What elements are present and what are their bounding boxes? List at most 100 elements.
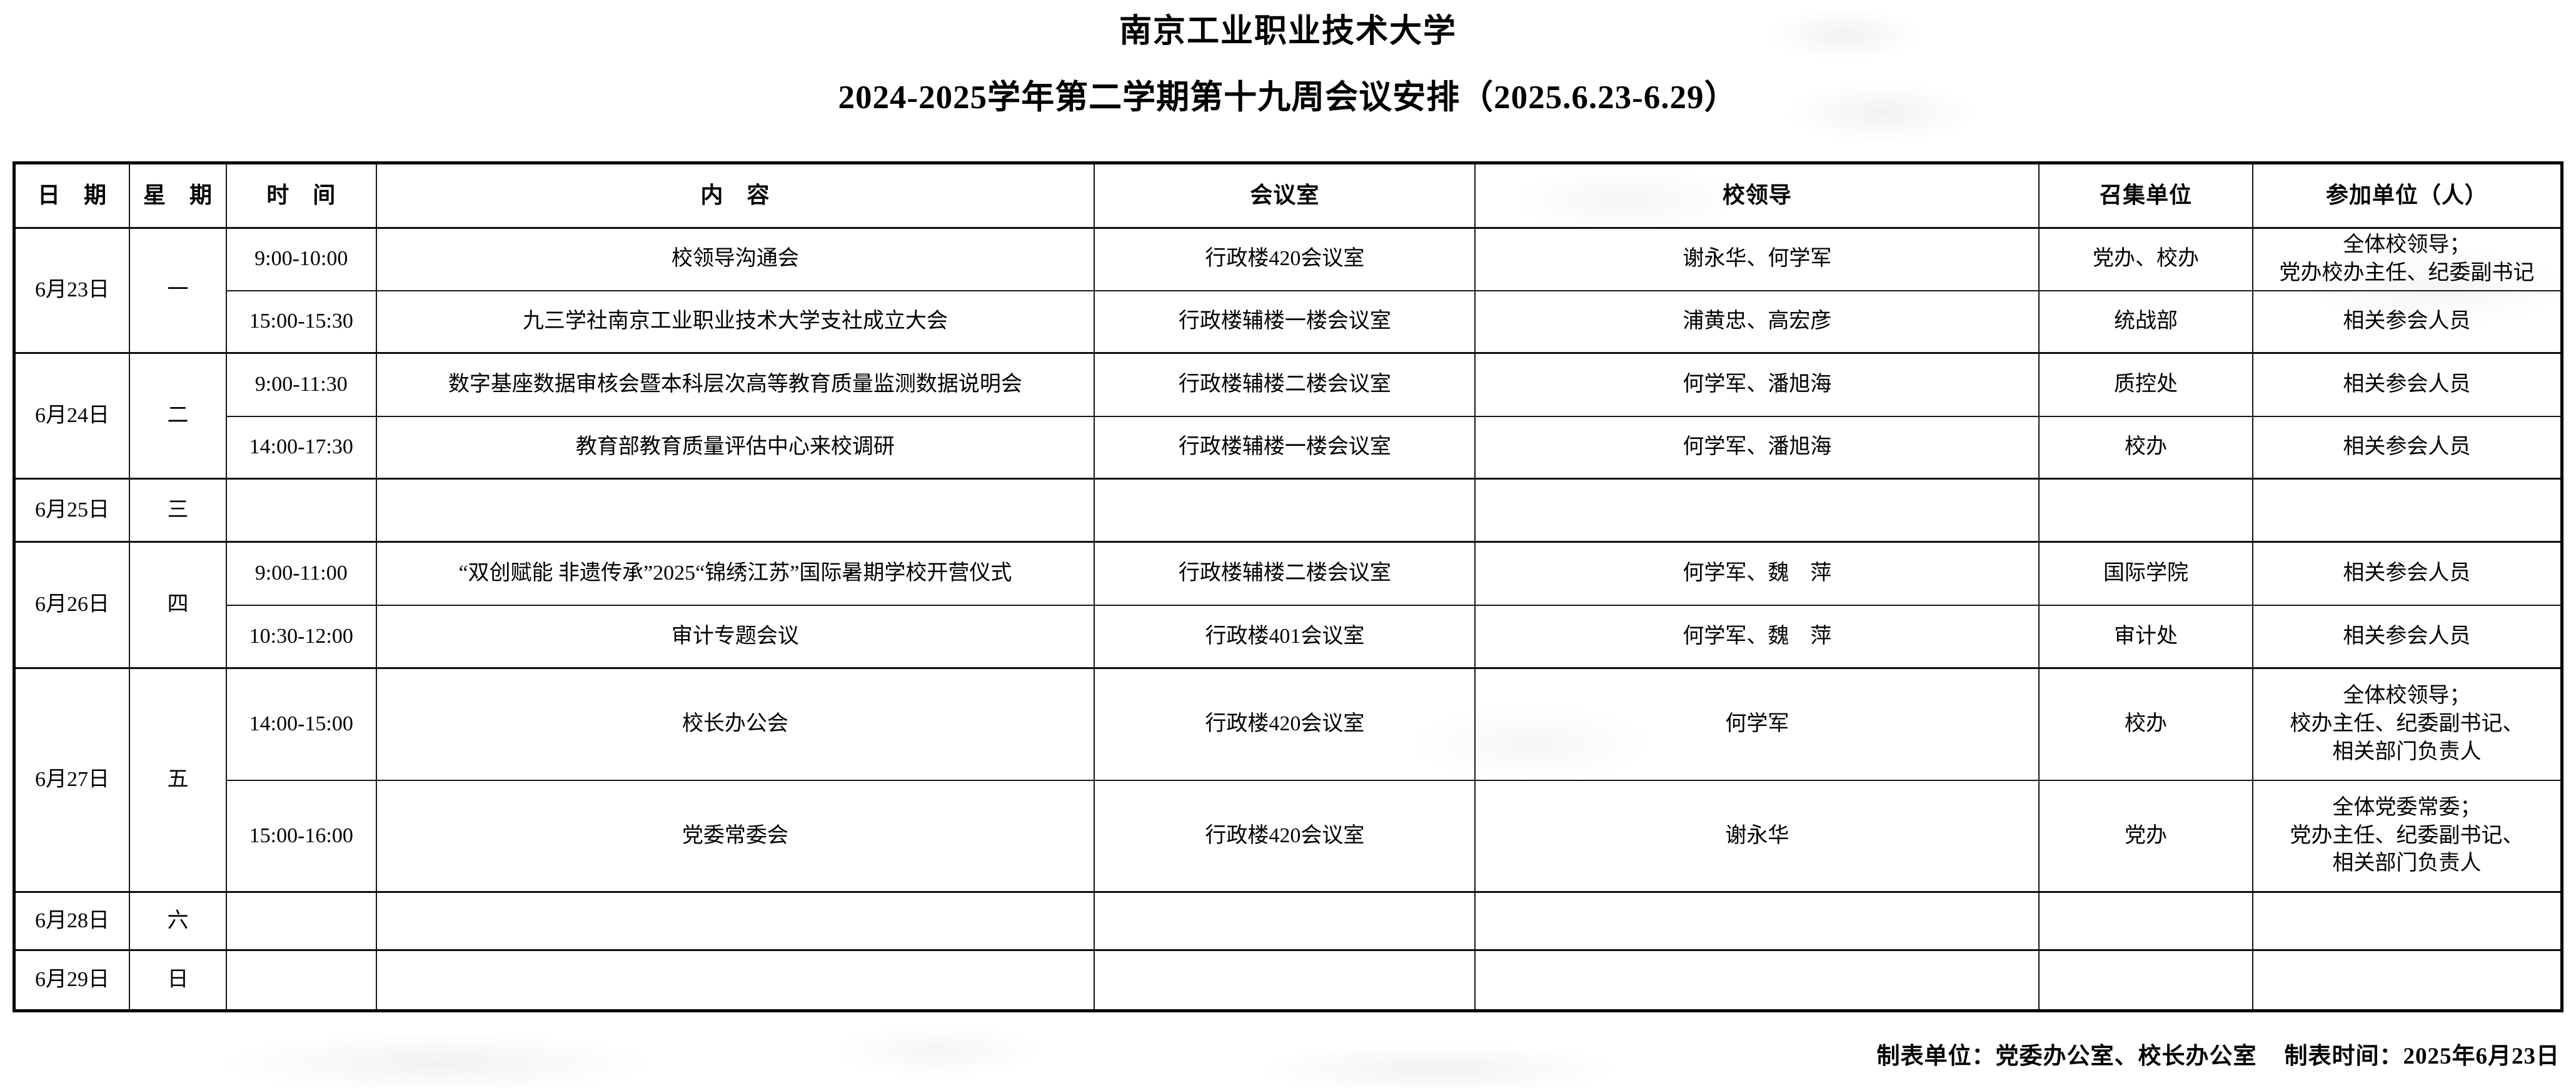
content-cell [375, 478, 1095, 543]
table-header-row: 日 期 星 期 时 间 内 容 会议室 校领导 召集单位 参加单位（人） [13, 162, 2563, 229]
participants-cell [2251, 478, 2563, 543]
date-cell: 6月29日 [13, 949, 131, 1012]
leaders-cell: 何学军 [1474, 667, 2040, 781]
table-row: 10:30-12:00 审计专题会议 行政楼401会议室 何学军、魏 萍 审计处… [14, 604, 2563, 669]
table-row: 15:00-16:00 党委常委会 行政楼420会议室 谢永华 党办 全体党委常… [14, 779, 2563, 893]
footer-unit: 制表单位：党委办公室、校长办公室 [1876, 1044, 2257, 1069]
participants-cell: 相关参会人员 [2251, 352, 2563, 417]
participants-cell: 全体党委常委； 党办主任、纪委副书记、 相关部门负责人 [2251, 779, 2563, 893]
room-cell: 行政楼420会议室 [1094, 667, 1476, 781]
header-weekday: 星 期 [129, 162, 227, 229]
date-cell: 6月27日 [13, 667, 131, 893]
weekday-cell: 五 [129, 667, 227, 893]
content-cell: 党委常委会 [375, 779, 1095, 893]
header-date: 日 期 [13, 162, 131, 229]
convener-cell: 校办 [2038, 415, 2253, 480]
header-convener: 召集单位 [2038, 162, 2253, 229]
convener-cell: 统战部 [2038, 290, 2253, 354]
table-row: 6月27日 五 14:00-15:00 校长办公会 行政楼420会议室 何学军 … [13, 667, 2563, 893]
leaders-cell: 何学军、魏 萍 [1474, 604, 2040, 669]
participants-cell: 全体校领导； 党办校办主任、纪委副书记 [2251, 226, 2563, 291]
room-cell [1094, 891, 1476, 951]
participants-cell [2251, 949, 2563, 1012]
leaders-cell: 何学军、魏 萍 [1474, 541, 2040, 606]
room-cell [1094, 478, 1476, 543]
date-cell: 6月25日 [13, 478, 131, 543]
schedule-table: 日 期 星 期 时 间 内 容 会议室 校领导 召集单位 参加单位（人） 6月2… [13, 161, 2563, 1013]
header-room: 会议室 [1094, 162, 1476, 229]
content-cell [375, 949, 1095, 1012]
content-cell: 校领导沟通会 [375, 226, 1095, 291]
header-time: 时 间 [225, 162, 377, 229]
leaders-cell [1474, 891, 2040, 951]
table-row: 15:00-15:30 九三学社南京工业职业技术大学支社成立大会 行政楼辅楼一楼… [14, 290, 2563, 354]
weekday-cell: 四 [129, 541, 227, 669]
table-row: 6月28日 六 [13, 891, 2563, 951]
convener-cell: 质控处 [2038, 352, 2253, 417]
table-row: 6月26日 四 9:00-11:00 “双创赋能 非遗传承”2025“锦绣江苏”… [13, 541, 2563, 669]
weekday-cell: 日 [129, 949, 227, 1012]
date-cell: 6月26日 [13, 541, 131, 669]
content-cell: 数字基座数据审核会暨本科层次高等教育质量监测数据说明会 [375, 352, 1095, 417]
leaders-cell: 谢永华、何学军 [1474, 226, 2040, 291]
content-cell [375, 891, 1095, 951]
weekday-cell: 六 [129, 891, 227, 951]
leaders-cell [1474, 478, 2040, 543]
header-leaders: 校领导 [1474, 162, 2040, 229]
content-cell: “双创赋能 非遗传承”2025“锦绣江苏”国际暑期学校开营仪式 [375, 541, 1095, 606]
convener-cell: 校办 [2038, 667, 2253, 781]
time-cell: 9:00-11:00 [225, 541, 377, 606]
room-cell: 行政楼辅楼二楼会议室 [1094, 352, 1476, 417]
table-row: 14:00-17:30 教育部教育质量评估中心来校调研 行政楼辅楼一楼会议室 何… [14, 415, 2563, 480]
room-cell: 行政楼辅楼二楼会议室 [1094, 541, 1476, 606]
room-cell: 行政楼401会议室 [1094, 604, 1476, 669]
room-cell: 行政楼辅楼一楼会议室 [1094, 415, 1476, 480]
date-cell: 6月24日 [13, 352, 131, 480]
footer: 制表单位：党委办公室、校长办公室 制表时间：2025年6月23日 [1877, 1037, 2560, 1070]
participants-cell [2251, 891, 2563, 951]
time-cell: 9:00-11:30 [225, 352, 377, 417]
page-subtitle: 2024-2025学年第二学期第十九周会议安排（2025.6.23-6.29） [838, 79, 1738, 116]
convener-cell: 审计处 [2038, 604, 2253, 669]
header-content: 内 容 [375, 162, 1095, 229]
leaders-cell: 谢永华 [1474, 779, 2040, 893]
table-row: 6月23日 一 9:00-10:00 校领导沟通会 行政楼420会议室 谢永华、… [13, 226, 2563, 354]
participants-cell: 相关参会人员 [2251, 290, 2563, 354]
leaders-cell: 浦黄忠、高宏彦 [1474, 290, 2040, 354]
convener-cell [2038, 478, 2253, 543]
footer-date: 制表时间：2025年6月23日 [2284, 1044, 2560, 1069]
participants-cell: 相关参会人员 [2251, 415, 2563, 480]
leaders-cell: 何学军、潘旭海 [1474, 352, 2040, 417]
weekday-cell: 一 [129, 226, 227, 354]
weekday-cell: 二 [129, 352, 227, 480]
date-cell: 6月28日 [13, 891, 131, 951]
content-cell: 校长办公会 [375, 667, 1095, 781]
time-cell: 9:00-10:00 [225, 226, 377, 291]
participants-cell: 相关参会人员 [2251, 604, 2563, 669]
table-row: 6月25日 三 [13, 478, 2563, 543]
weekday-cell: 三 [129, 478, 227, 543]
time-cell [225, 891, 377, 951]
room-cell [1094, 949, 1476, 1012]
table-row: 6月24日 二 9:00-11:30 数字基座数据审核会暨本科层次高等教育质量监… [13, 352, 2563, 480]
convener-cell [2038, 891, 2253, 951]
time-cell: 10:30-12:00 [225, 604, 377, 669]
convener-cell: 国际学院 [2038, 541, 2253, 606]
convener-cell [2038, 949, 2253, 1012]
time-cell: 15:00-16:00 [225, 779, 377, 893]
table-row: 6月29日 日 [13, 949, 2563, 1012]
convener-cell: 党办 [2038, 779, 2253, 893]
content-cell: 九三学社南京工业职业技术大学支社成立大会 [375, 290, 1095, 354]
content-cell: 审计专题会议 [375, 604, 1095, 669]
convener-cell: 党办、校办 [2038, 226, 2253, 291]
leaders-cell: 何学军、潘旭海 [1474, 415, 2040, 480]
content-cell: 教育部教育质量评估中心来校调研 [375, 415, 1095, 480]
time-cell: 14:00-15:00 [225, 667, 377, 781]
room-cell: 行政楼420会议室 [1094, 779, 1476, 893]
participants-cell: 全体校领导； 校办主任、纪委副书记、 相关部门负责人 [2251, 667, 2563, 781]
time-cell: 14:00-17:30 [225, 415, 377, 480]
room-cell: 行政楼420会议室 [1094, 226, 1476, 291]
date-cell: 6月23日 [13, 226, 131, 354]
header-participants: 参加单位（人） [2251, 162, 2563, 229]
